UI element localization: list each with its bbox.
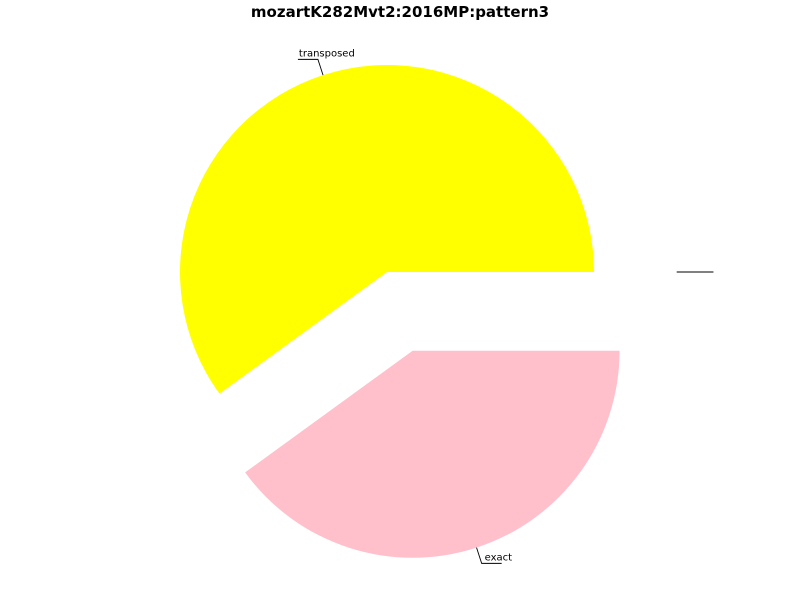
slice-label-transposed: transposed bbox=[299, 48, 355, 59]
pie-slice-transposed bbox=[179, 65, 594, 394]
leader-line-exact bbox=[476, 547, 502, 564]
pie-slice-exact bbox=[245, 350, 620, 558]
pie-slices bbox=[179, 65, 620, 558]
pie-labels: transposed exact bbox=[297, 48, 714, 564]
chart-title: mozartK282Mvt2:2016MP:pattern3 bbox=[250, 3, 550, 21]
leader-line-transposed bbox=[297, 58, 324, 76]
slice-label-exact: exact bbox=[485, 552, 513, 563]
